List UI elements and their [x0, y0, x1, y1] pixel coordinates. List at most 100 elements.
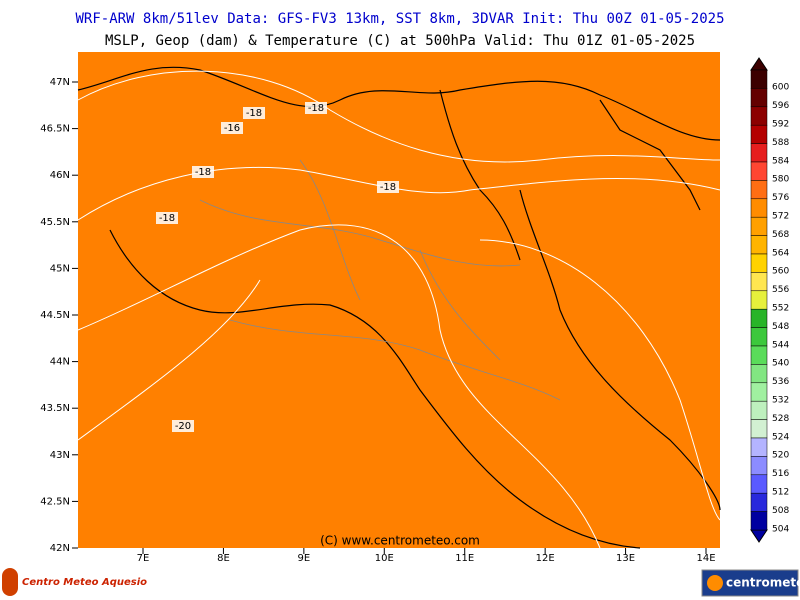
colorbar-top-arrow	[750, 57, 768, 71]
lat-label: 45.5N	[40, 217, 70, 228]
colorbar-cell	[750, 106, 768, 126]
colorbar-label: 560	[772, 267, 789, 277]
colorbar-label: 532	[772, 396, 789, 406]
colorbar-cell	[750, 161, 768, 181]
isotherm-label-bg	[305, 102, 327, 114]
colorbar-label: 572	[772, 212, 789, 222]
colorbar-cell	[750, 143, 768, 163]
colorbar-label: 536	[772, 377, 789, 387]
colorbar-label: 552	[772, 304, 789, 314]
isotherm-label-bg	[221, 122, 243, 134]
colorbar-cell	[750, 492, 768, 512]
left-logo-icon	[2, 568, 18, 596]
isotherm-label: -18	[159, 213, 175, 224]
isotherm-label-bg	[172, 420, 194, 432]
colorbar-cell	[750, 308, 768, 328]
colorbar-label: 508	[772, 506, 789, 516]
colorbar-label: 592	[772, 120, 789, 130]
isotherm-label: -18	[380, 182, 396, 193]
colorbar-label: 548	[772, 322, 789, 332]
header-line-2: MSLP, Geop (dam) & Temperature (C) at 50…	[105, 33, 695, 49]
colorbar-label: 528	[772, 414, 789, 424]
colorbar-cell	[750, 253, 768, 273]
lat-label: 46.5N	[40, 124, 70, 135]
colorbar-cell	[750, 272, 768, 292]
colorbar-cell	[750, 511, 768, 531]
colorbar-cell	[750, 290, 768, 310]
colorbar-cell	[750, 124, 768, 144]
lat-label: 43N	[50, 450, 70, 461]
left-logo: Centro Meteo Aquesio	[22, 577, 147, 588]
isotherm-label-bg	[243, 107, 265, 119]
lon-label: 10E	[375, 553, 394, 564]
colorbar-label: 504	[772, 524, 789, 534]
colorbar-cell	[750, 400, 768, 420]
regional-borders	[199, 159, 561, 401]
colorbar-cell	[750, 235, 768, 255]
isotherm-label: -18	[246, 108, 262, 119]
colorbar-bottom-arrow	[750, 529, 768, 543]
colorbar-label: 564	[772, 248, 789, 258]
graticule: 47N 46.5N 46N 45.5N 45N 44.5N 44N 43.5N 43N 42.5N…	[40, 77, 715, 564]
isotherm-label: -18	[308, 103, 324, 114]
colorbar-cell	[750, 69, 768, 89]
isotherm-label: -20	[175, 421, 191, 432]
map-area	[78, 52, 720, 548]
lat-label: 46N	[50, 170, 70, 181]
colorbar-cell	[750, 216, 768, 236]
right-logo: centrometeo	[726, 576, 800, 590]
colorbar-label: 544	[772, 340, 789, 350]
lon-label: 7E	[137, 553, 150, 564]
colorbar-cell	[750, 437, 768, 457]
colorbar-cell	[750, 419, 768, 439]
lat-label: 42N	[50, 543, 70, 554]
colorbar-label: 576	[772, 193, 789, 203]
colorbar-cell	[750, 364, 768, 384]
isotherm-label-bg	[377, 181, 399, 193]
lon-label: 13E	[616, 553, 635, 564]
credit: (C) www.centrometeo.com	[320, 534, 480, 548]
colorbar-label: 584	[772, 156, 789, 166]
lon-label: 8E	[217, 553, 230, 564]
header-line-1: WRF-ARW 8km/51lev Data: GFS-FV3 13km, SS…	[75, 11, 724, 27]
right-logo-icon	[707, 575, 723, 591]
isotherm-labels: -18 -16 -18 -18 -18 -18 -20	[156, 102, 399, 432]
isotherm-label-bg	[156, 212, 178, 224]
colorbar-label: 596	[772, 101, 789, 111]
lat-label: 42.5N	[40, 496, 70, 507]
colorbar-cell	[750, 88, 768, 108]
lon-label: 11E	[455, 553, 474, 564]
colorbar-cell	[750, 198, 768, 218]
lat-label: 43.5N	[40, 403, 70, 414]
lat-label: 45N	[50, 263, 70, 274]
colorbar-label: 556	[772, 285, 789, 295]
colorbar-label: 516	[772, 469, 789, 479]
colorbar-label: 540	[772, 359, 789, 369]
colorbar-cell	[750, 456, 768, 476]
colorbar-cell	[750, 327, 768, 347]
lon-label: 14E	[696, 553, 715, 564]
borders	[77, 66, 721, 549]
colorbar-label: 568	[772, 230, 789, 240]
colorbar-cell	[750, 474, 768, 494]
colorbar-cell	[750, 382, 768, 402]
lat-label: 44.5N	[40, 310, 70, 321]
colorbar: 600 596 592 588 584 580 576 572 568 564 560 556 552 5…	[750, 57, 789, 543]
colorbar-label: 512	[772, 488, 789, 498]
colorbar-cell	[750, 345, 768, 365]
colorbar-cell	[750, 180, 768, 200]
colorbar-label: 588	[772, 138, 789, 148]
lon-label: 9E	[298, 553, 311, 564]
isotherm-label-bg	[192, 166, 214, 178]
colorbar-label: 520	[772, 451, 789, 461]
colorbar-label: 600	[772, 83, 789, 93]
colorbar-label: 524	[772, 432, 789, 442]
isotherm-label: -16	[224, 123, 240, 134]
colorbar-label: 580	[772, 175, 789, 185]
lat-label: 44N	[50, 357, 70, 368]
lon-label: 12E	[536, 553, 555, 564]
lat-label: 47N	[50, 77, 70, 88]
isotherm-label: -18	[195, 167, 211, 178]
